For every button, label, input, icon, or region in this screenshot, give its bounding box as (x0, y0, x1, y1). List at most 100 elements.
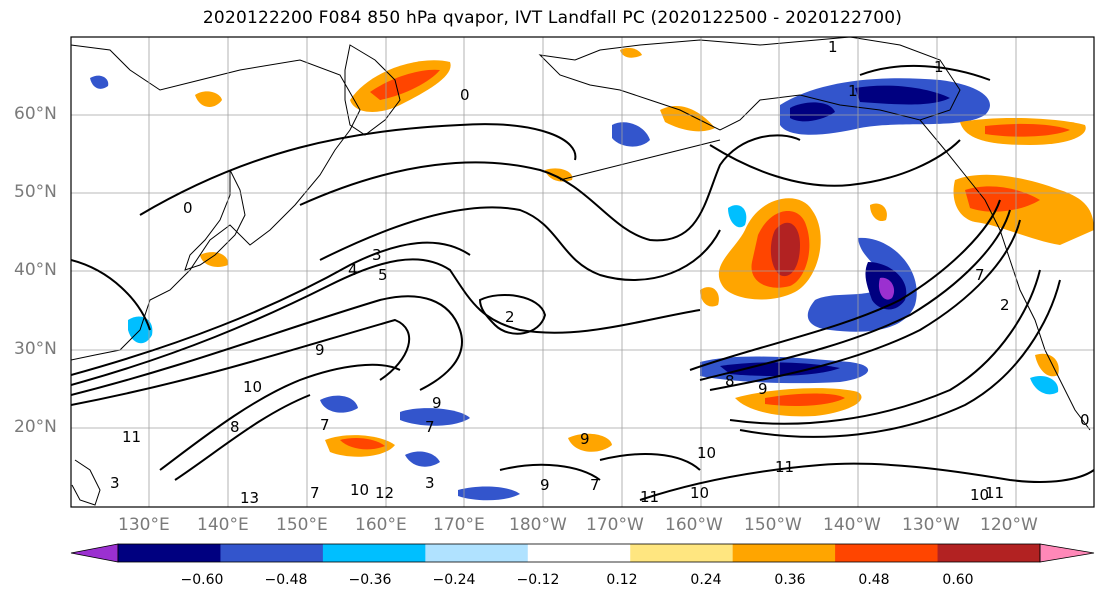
positive-anomaly-region (870, 203, 887, 222)
contour-label: 10 (690, 484, 709, 502)
lat-label: 50°N (14, 182, 57, 202)
lon-label: 160°E (355, 515, 407, 535)
colorbar-bin (732, 544, 836, 562)
colorbar-bin (425, 544, 529, 562)
colorbar-bin (937, 544, 1041, 562)
lon-label: 130°E (118, 515, 170, 535)
contour-label: 7 (590, 476, 600, 494)
contour-label: 11 (122, 428, 141, 446)
alaska-coastline (538, 37, 961, 131)
colorbar-tick-label: −0.12 (516, 572, 560, 588)
contour-line (319, 206, 721, 281)
lon-label: 120°W (980, 515, 1038, 535)
positive-anomaly-region (620, 47, 642, 58)
contour-label: 1 (848, 82, 858, 100)
lat-label: 60°N (14, 104, 57, 124)
colorbar-frame (117, 543, 1041, 563)
negative-anomaly-region (90, 75, 109, 89)
lon-label: 170°E (433, 515, 485, 535)
colorbar-min-extension (70, 543, 119, 563)
contour-label: 7 (320, 416, 330, 434)
colorbar-bin (118, 544, 221, 562)
lat-label: 40°N (14, 260, 57, 280)
negative-anomaly-region (458, 486, 520, 501)
colorbar-tick-label: −0.36 (348, 572, 392, 588)
contour-label: 13 (240, 489, 259, 507)
lon-label: 170°W (586, 515, 644, 535)
contour-label: 9 (758, 380, 768, 398)
colorbar-tick-label: 0.36 (774, 572, 806, 588)
contour-line (499, 463, 601, 481)
contour-line (639, 462, 1094, 501)
contour-label: 8 (725, 372, 735, 390)
contour-label: 2 (1000, 296, 1010, 314)
colorbar-bin (220, 544, 324, 562)
contour-label: 7 (975, 266, 985, 284)
colorbar-bin (630, 544, 734, 562)
lat-label: 30°N (14, 339, 57, 359)
japan-coastline (184, 169, 246, 271)
lat-label: 20°N (14, 417, 57, 437)
contour-line (599, 453, 701, 471)
colorbar-tick-label: 0.60 (942, 572, 974, 588)
contour-label: 2 (505, 308, 515, 326)
contour-label: 3 (425, 474, 435, 492)
colorbar (70, 543, 1095, 563)
asia-coastline (71, 44, 361, 361)
contour-label: 9 (432, 394, 442, 412)
contour-line (174, 394, 311, 481)
positive-anomaly-region (700, 287, 719, 307)
contour-line (709, 139, 961, 187)
colorbar-tick-label: 0.48 (858, 572, 890, 588)
colorbar-tick-label: −0.24 (432, 572, 476, 588)
contour-label: 7 (310, 484, 320, 502)
kamchatka-coastline (344, 44, 401, 136)
lon-label: 150°W (744, 515, 802, 535)
contour-line (859, 64, 991, 81)
positive-anomaly-region (200, 252, 229, 267)
positive-anomaly-region (1035, 353, 1059, 377)
negative-anomaly-region (728, 205, 747, 228)
positive-anomaly-region (770, 222, 800, 277)
map-title: 2020122200 F084 850 hPa qvapor, IVT Land… (202, 8, 903, 28)
negative-anomaly-region (780, 78, 990, 135)
contour-label: 0 (460, 86, 470, 104)
negative-anomaly-region (400, 408, 470, 426)
contour-line (709, 219, 1021, 391)
contour-line (71, 258, 701, 386)
colorbar-tick-label: 0.12 (606, 572, 638, 588)
negative-anomaly-region (878, 277, 895, 300)
contour-label: 9 (315, 341, 325, 359)
contour-label: 0 (1080, 411, 1090, 429)
negative-anomaly-region (405, 451, 440, 467)
colorbar-bin (835, 544, 939, 562)
contour-label: 1 (934, 58, 944, 76)
contour-label: 1 (828, 38, 838, 56)
contour-line (159, 363, 401, 471)
contour-label: 7 (425, 418, 435, 436)
contour-line (689, 199, 1001, 371)
contour-label: 10 (697, 444, 716, 462)
contour-line (139, 123, 577, 216)
lon-label: 140°W (823, 515, 881, 535)
lon-label: 150°E (276, 515, 328, 535)
contour-lines (71, 64, 1094, 501)
shaded-anomaly-layer (90, 47, 1094, 501)
contour-line (729, 269, 1041, 425)
colorbar-max-extension (1039, 543, 1095, 563)
contour-label: 10 (243, 378, 262, 396)
contour-label: 12 (375, 484, 394, 502)
colorbar-bin (527, 544, 631, 562)
contour-label: 3 (110, 474, 120, 492)
positive-anomaly-region (765, 393, 845, 406)
negative-anomaly-region (720, 362, 840, 376)
contour-line (299, 134, 801, 242)
negative-anomaly-region (790, 102, 835, 122)
contour-label: 11 (640, 488, 659, 506)
coastline-layer (71, 37, 1091, 506)
colorbar-tick-label: −0.48 (264, 572, 308, 588)
aleutian-coastline (559, 139, 721, 181)
contour-label: 0 (183, 199, 193, 217)
contour-label: 5 (378, 266, 388, 284)
contour-label: 3 (372, 246, 382, 264)
